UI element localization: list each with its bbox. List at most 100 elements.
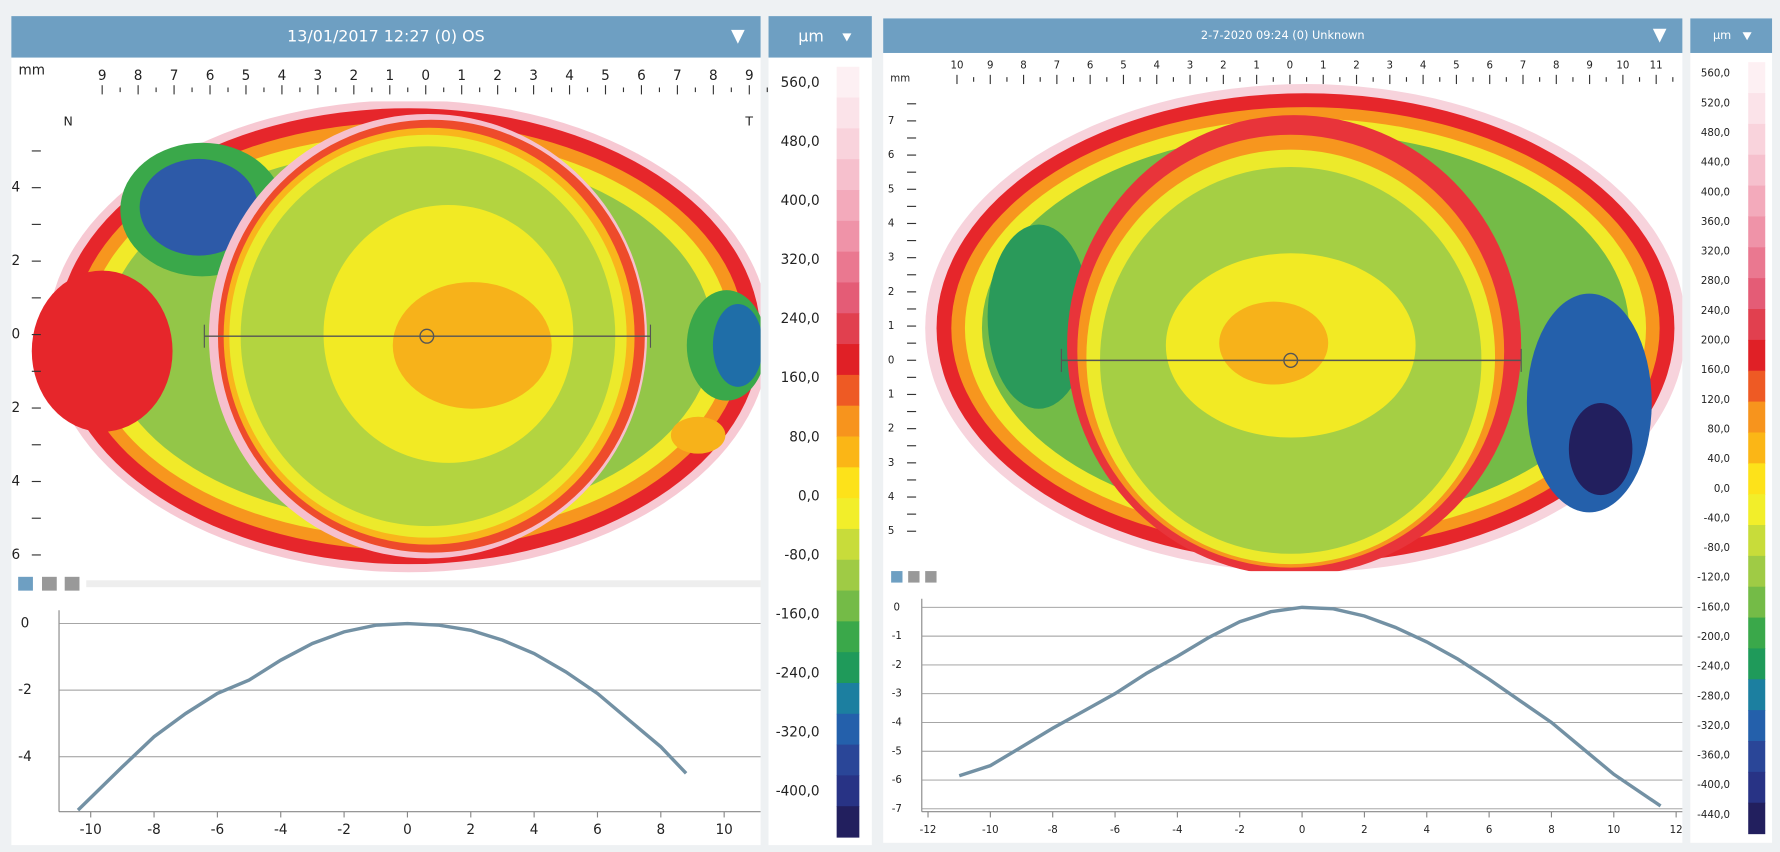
x-tick-label: -6 bbox=[211, 822, 225, 838]
scale-label: -80,0 bbox=[784, 547, 819, 563]
ruler-x-label: 4 bbox=[1154, 60, 1161, 72]
scale-label: 360,0 bbox=[1701, 216, 1730, 228]
button[interactable] bbox=[925, 571, 937, 583]
x-tick-label: 4 bbox=[1424, 824, 1431, 836]
scale-label: -200,0 bbox=[1697, 631, 1730, 643]
topography-map bbox=[31, 101, 761, 573]
scale-label: 200,0 bbox=[1701, 334, 1730, 346]
ruler-y-label: 4 bbox=[888, 491, 895, 503]
ruler-x-label: 9 bbox=[745, 68, 754, 84]
scale-label: 320,0 bbox=[781, 252, 820, 268]
y-tick-label: -6 bbox=[892, 774, 902, 786]
scale-swatch bbox=[1748, 586, 1766, 619]
x-tick-label: 0 bbox=[1299, 824, 1306, 836]
scale-swatch bbox=[836, 159, 860, 191]
scale-swatch bbox=[836, 775, 860, 807]
ruler-x-label: 8 bbox=[1553, 60, 1560, 72]
button[interactable] bbox=[42, 576, 57, 591]
x-tick-label: 10 bbox=[716, 822, 733, 838]
scale-label: 480,0 bbox=[1701, 127, 1730, 139]
x-tick-label: 0 bbox=[403, 822, 412, 838]
scale-label: -440,0 bbox=[1697, 809, 1730, 821]
button[interactable] bbox=[908, 571, 920, 583]
unit-label: µm bbox=[1713, 28, 1731, 42]
x-tick-label: 8 bbox=[1548, 824, 1555, 836]
ruler-x-label: 1 bbox=[1320, 60, 1327, 72]
profile-line bbox=[958, 605, 1662, 808]
x-tick-label: 6 bbox=[593, 822, 602, 838]
title: 13/01/2017 12:27 (0) OS bbox=[287, 26, 485, 45]
ruler-y-label: 3 bbox=[888, 457, 895, 469]
scale-swatch bbox=[1748, 62, 1766, 94]
scale-swatch bbox=[1748, 494, 1766, 526]
scale-swatch bbox=[1748, 278, 1766, 310]
scale-swatch bbox=[836, 652, 860, 684]
dropdown-arrow[interactable] bbox=[731, 29, 745, 44]
scale-label: -320,0 bbox=[1697, 720, 1730, 732]
scale-label: 520,0 bbox=[1701, 97, 1730, 109]
scale-swatch bbox=[836, 344, 860, 376]
ruler-x-label: 10 bbox=[1616, 60, 1629, 72]
ruler-x-label: 8 bbox=[134, 68, 143, 84]
scale-label: -160,0 bbox=[1697, 601, 1730, 613]
y-tick-label: -5 bbox=[892, 745, 902, 757]
scale-label: 560,0 bbox=[1701, 68, 1730, 80]
x-tick-label: -4 bbox=[1172, 824, 1182, 836]
scale-swatch bbox=[836, 436, 860, 468]
ruler-y-label: 5 bbox=[888, 525, 895, 537]
scale-label: -160,0 bbox=[776, 606, 820, 622]
button[interactable] bbox=[18, 576, 33, 591]
scale-label: -240,0 bbox=[1697, 661, 1730, 673]
ruler-y-label: 7 bbox=[888, 115, 895, 127]
button[interactable] bbox=[64, 576, 80, 591]
x-tick-label: -10 bbox=[982, 824, 999, 836]
x-tick-label: -8 bbox=[147, 822, 161, 838]
scale-swatch bbox=[1748, 802, 1766, 835]
scale-swatch bbox=[1748, 555, 1766, 588]
side-label: T bbox=[744, 113, 753, 128]
scale-label: -360,0 bbox=[1697, 750, 1730, 762]
scale-swatch bbox=[1748, 648, 1766, 680]
scale-swatch bbox=[836, 190, 860, 222]
ruler-x-label: 2 bbox=[350, 68, 359, 84]
ruler-y-label: 6 bbox=[12, 547, 21, 563]
ruler-x-label: 4 bbox=[565, 68, 574, 84]
ruler-x-label: 2 bbox=[493, 68, 502, 84]
scale-swatch bbox=[836, 97, 860, 129]
scale-label: 240,0 bbox=[781, 311, 820, 327]
x-tick-label: 4 bbox=[530, 822, 539, 838]
button[interactable] bbox=[891, 571, 903, 583]
ruler-x-label: 7 bbox=[1054, 60, 1061, 72]
scale-swatch bbox=[1748, 154, 1766, 187]
scale-label: -400,0 bbox=[776, 784, 820, 800]
ruler-y-label: 3 bbox=[888, 252, 895, 264]
scale-label: -40,0 bbox=[1704, 512, 1730, 524]
scale-swatch bbox=[1748, 525, 1766, 557]
ruler-y-label: 0 bbox=[12, 327, 21, 343]
dropdown-arrow[interactable] bbox=[1652, 28, 1667, 43]
ruler-x-label: 5 bbox=[242, 68, 251, 84]
ruler-y-label: 1 bbox=[888, 320, 895, 332]
ruler-unit: mm bbox=[890, 72, 910, 84]
ruler-x-label: 6 bbox=[1486, 60, 1493, 72]
ruler-x-label: 9 bbox=[98, 68, 107, 84]
scale-label: 440,0 bbox=[1701, 157, 1730, 169]
ruler-y-label: 4 bbox=[12, 180, 21, 196]
scale-swatch bbox=[836, 405, 860, 438]
scale-label: 80,0 bbox=[1707, 423, 1730, 435]
ruler-y-label: 2 bbox=[888, 423, 895, 435]
scale-label: -400,0 bbox=[1697, 779, 1730, 791]
ruler-x-label: 9 bbox=[987, 60, 994, 72]
scale-swatch bbox=[1748, 309, 1766, 341]
dropdown-arrow[interactable] bbox=[842, 33, 852, 42]
ruler-y-label: 4 bbox=[12, 473, 21, 489]
scale-swatch bbox=[1748, 679, 1766, 711]
dropdown-arrow[interactable] bbox=[1742, 32, 1752, 41]
ruler-x-label: 3 bbox=[529, 68, 538, 84]
x-tick-label: -2 bbox=[1235, 824, 1245, 836]
header bbox=[883, 18, 1683, 53]
scale-label: 0,0 bbox=[1714, 483, 1730, 495]
y-tick-label: -3 bbox=[892, 688, 902, 700]
scale-swatch bbox=[1748, 432, 1766, 464]
